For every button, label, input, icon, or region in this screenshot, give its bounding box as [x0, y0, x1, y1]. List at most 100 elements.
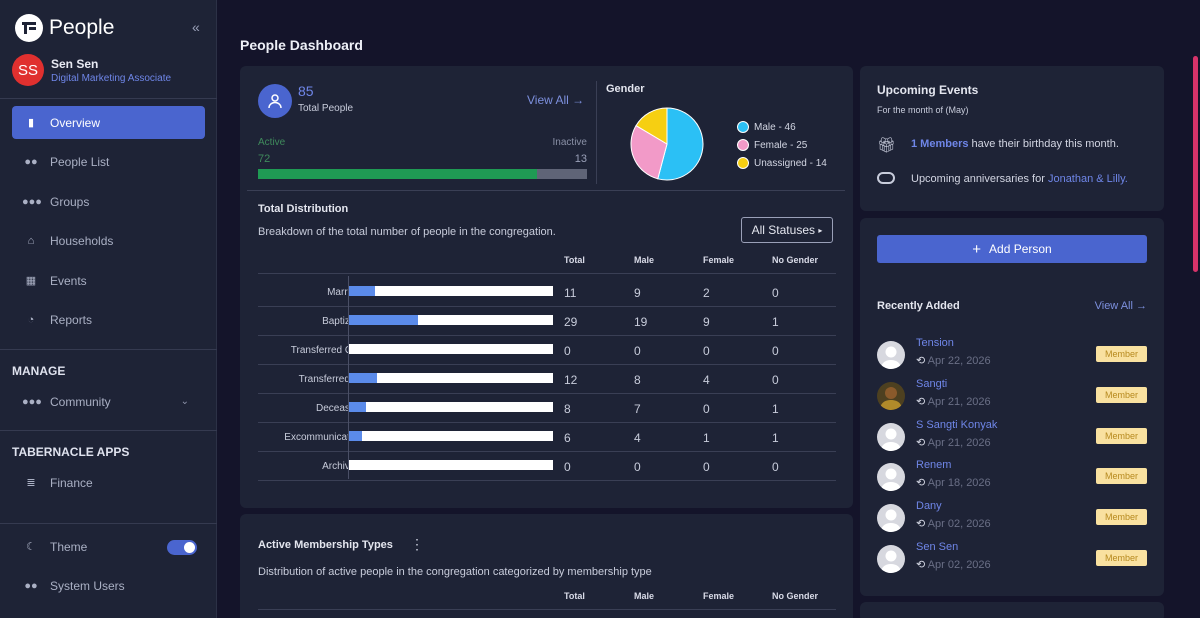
apps-heading: TABERNACLE APPS	[12, 445, 130, 459]
list-item[interactable]: S Sangti Konyak ⟲ Apr 21, 2026 Member	[877, 419, 1147, 460]
cell-total: 11	[564, 286, 577, 300]
list-item[interactable]: Sangti ⟲ Apr 21, 2026 Member	[877, 378, 1147, 419]
divider	[0, 98, 217, 99]
list-item[interactable]: Renem ⟲ Apr 18, 2026 Member	[877, 459, 1147, 500]
cell-none: 0	[772, 286, 779, 300]
nav-events[interactable]: ▦ Events	[12, 264, 205, 297]
col-no-gender: No Gender	[772, 255, 819, 265]
add-person-button[interactable]: + Add Person	[877, 235, 1147, 263]
table-header-line	[258, 273, 836, 274]
list-item[interactable]: Sen Sen ⟲ Apr 02, 2026 Member	[877, 541, 1147, 582]
nav-community[interactable]: ●●● Community ⌄	[12, 385, 205, 418]
row-divider	[258, 335, 836, 336]
person-name[interactable]: Sen Sen	[916, 541, 959, 553]
row-label: Deceased	[315, 403, 361, 414]
cell-total: 6	[564, 431, 571, 445]
view-all-recent-link[interactable]: View All →	[1095, 300, 1147, 312]
more-vertical-icon[interactable]: ⋮	[410, 536, 424, 552]
legend-label: Unassigned - 14	[754, 157, 827, 169]
nav-groups[interactable]: ●●● Groups	[12, 185, 205, 218]
events-subtitle: For the month of (May)	[877, 105, 969, 115]
cell-male: 9	[634, 286, 641, 300]
cell-female: 2	[703, 286, 710, 300]
birthday-link[interactable]: 1 Members	[911, 138, 969, 150]
history-icon: ⟲	[916, 477, 928, 490]
distribution-bar-fill	[348, 402, 367, 412]
distribution-title: Total Distribution	[258, 203, 349, 215]
nav-reports[interactable]: ◔ Reports	[12, 303, 205, 336]
person-name[interactable]: S Sangti Konyak	[916, 418, 998, 431]
total-people-label: Total People	[298, 103, 354, 114]
person-date: ⟲ Apr 02, 2026	[916, 558, 991, 571]
cell-male: 0	[634, 344, 641, 358]
nav-households[interactable]: ⌂ Households	[12, 224, 205, 257]
list-item[interactable]: Tension ⟲ Apr 22, 2026 Member	[877, 337, 1147, 378]
cell-female: 9	[703, 315, 710, 329]
person-name[interactable]: Renem	[916, 459, 952, 472]
gender-title: Gender	[606, 83, 645, 95]
brand[interactable]: People	[15, 14, 114, 42]
view-all-people-link[interactable]: View All →	[527, 93, 584, 107]
table-row: Archived 0 0 0 0	[258, 452, 836, 481]
status-filter-dropdown[interactable]: All Statuses ▸	[741, 217, 833, 243]
nav-people-list[interactable]: ●● People List	[12, 145, 205, 178]
legend-swatch	[737, 121, 749, 133]
button-label: Add Person	[989, 242, 1052, 256]
nav-label: System Users	[50, 578, 125, 593]
person-name[interactable]: Dany	[916, 500, 942, 513]
distribution-bar-fill	[348, 431, 363, 441]
nav-label: Events	[50, 273, 87, 288]
person-name[interactable]: Tension	[916, 337, 954, 349]
plus-icon: +	[972, 240, 982, 258]
person-date: ⟲ Apr 02, 2026	[916, 517, 991, 530]
users-icon: ●●	[24, 579, 38, 592]
nav-label: Households	[50, 233, 114, 248]
col-no-gender: No Gender	[772, 591, 819, 601]
active-label: Active	[258, 137, 286, 148]
anniversary-line: Upcoming anniversaries for Jonathan & Li…	[911, 173, 1128, 185]
nav-label: Reports	[50, 312, 93, 327]
cell-none: 1	[772, 315, 779, 329]
date-text: Apr 02, 2026	[927, 518, 991, 531]
date-text: Apr 02, 2026	[927, 559, 991, 571]
calendar-icon: ▦	[25, 275, 37, 287]
row-divider	[258, 422, 836, 423]
cell-total: 0	[564, 344, 571, 358]
nav-label: People List	[50, 154, 110, 169]
list-item[interactable]: Dany ⟲ Apr 02, 2026 Member	[877, 500, 1147, 541]
anniversary-link[interactable]: Jonathan & Lilly.	[1047, 173, 1128, 185]
collapse-sidebar-icon[interactable]: «	[192, 19, 200, 35]
row-divider	[258, 364, 836, 365]
person-name[interactable]: Sangti	[916, 377, 948, 390]
nav-theme[interactable]: ☾ Theme	[12, 530, 205, 563]
person-date: ⟲ Apr 21, 2026	[916, 436, 991, 449]
legend-female: Female - 25	[737, 136, 827, 154]
ring-icon	[877, 172, 895, 184]
theme-toggle[interactable]	[167, 540, 197, 555]
nav-system-users[interactable]: ●● System Users	[12, 569, 205, 602]
legend-label: Male - 46	[754, 121, 796, 133]
divider	[247, 190, 845, 191]
pie-chart-icon: ◔	[27, 313, 35, 326]
active-progress-fill	[258, 169, 537, 179]
distribution-bar	[348, 344, 553, 354]
cell-none: 0	[772, 373, 779, 387]
logo-icon	[15, 14, 43, 42]
bar-chart-icon: ▮	[27, 117, 35, 129]
inactive-label: Inactive	[552, 137, 587, 148]
distribution-bar	[348, 373, 553, 383]
legend-unassigned: Unassigned - 14	[737, 154, 827, 172]
nav-finance[interactable]: ≣ Finance	[12, 466, 205, 499]
group-icon: ●●●	[22, 195, 42, 208]
link-label: View All	[527, 93, 569, 107]
cell-male: 4	[634, 431, 641, 445]
row-label: Transferred In	[298, 374, 361, 385]
birthday-line: 1 Members have their birthday this month…	[911, 138, 1119, 150]
status-badge: Member	[1096, 509, 1147, 526]
birthday-text: have their birthday this month.	[968, 138, 1119, 150]
scrollbar[interactable]	[1193, 56, 1198, 272]
user-profile[interactable]: SS Sen Sen Digital Marketing Associate	[12, 54, 171, 86]
status-badge: Member	[1096, 550, 1147, 566]
nav-overview[interactable]: ▮ Overview	[12, 106, 205, 139]
table-row: Excommunicated 6 4 1 1	[258, 423, 836, 452]
